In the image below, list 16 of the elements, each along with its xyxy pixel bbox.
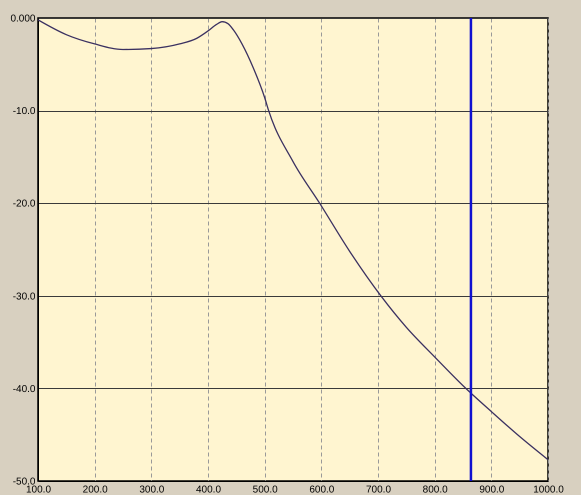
- y-tick-label: -10.0: [12, 106, 36, 118]
- x-tick-label: 800.0: [422, 484, 448, 495]
- line-series: [38, 19, 548, 460]
- y-tick-label: -40.0: [12, 384, 36, 395]
- x-tick-label: 900.0: [479, 484, 505, 495]
- x-tick-label: 600.0: [309, 484, 335, 495]
- x-tick-label: 200.0: [82, 484, 108, 495]
- x-tick-label: 500.0: [252, 484, 278, 495]
- x-tick-label: 300.0: [139, 484, 165, 495]
- y-tick-label: -30.0: [12, 291, 36, 302]
- x-tick-label: 100.0: [26, 484, 52, 495]
- x-tick-label: 1000.0: [533, 484, 564, 495]
- x-tick-label: 700.0: [366, 484, 392, 495]
- y-tick-label: -20.0: [12, 198, 36, 210]
- x-tick-label: 400.0: [196, 484, 222, 495]
- y-tick-label: 0.000: [10, 14, 36, 24]
